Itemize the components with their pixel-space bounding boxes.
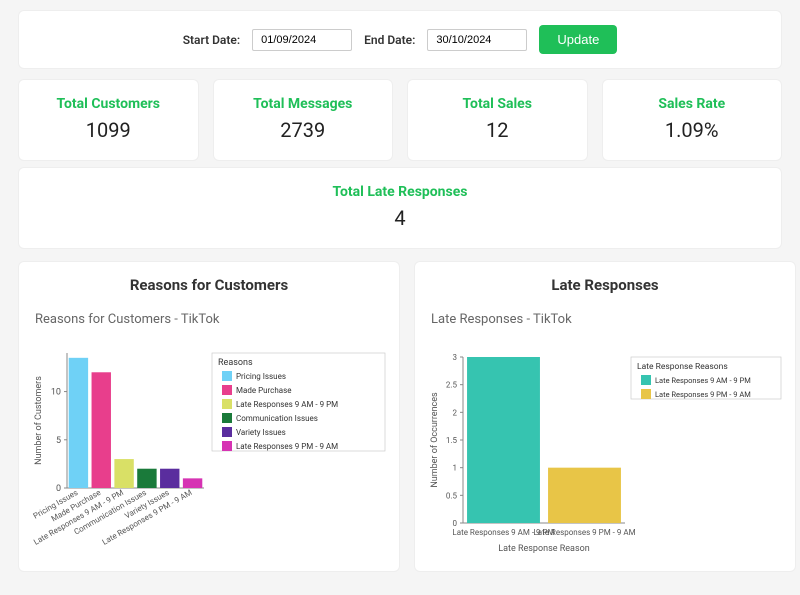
update-button[interactable]: Update — [539, 25, 617, 54]
svg-text:Late Response Reason: Late Response Reason — [498, 544, 589, 554]
stat-card-late: Total Late Responses 4 — [18, 167, 782, 249]
stats-row: Total Customers 1099 Total Messages 2739… — [18, 79, 782, 161]
stat-title: Total Late Responses — [27, 184, 773, 200]
stat-value: 2739 — [222, 118, 385, 142]
end-date-input[interactable] — [427, 29, 527, 51]
svg-text:2: 2 — [453, 408, 458, 417]
svg-text:Made Purchase: Made Purchase — [236, 386, 291, 395]
stat-card-messages: Total Messages 2739 — [213, 79, 394, 161]
svg-text:Late Responses 9 PM - 9 AM: Late Responses 9 PM - 9 AM — [655, 390, 751, 399]
stat-title: Total Messages — [222, 96, 385, 112]
svg-text:0: 0 — [56, 484, 61, 494]
svg-text:Late Responses 9 PM - 9 AM: Late Responses 9 PM - 9 AM — [236, 442, 338, 451]
date-filter-bar: Start Date: End Date: Update — [18, 10, 782, 69]
svg-text:5: 5 — [56, 436, 61, 446]
stat-card-customers: Total Customers 1099 — [18, 79, 199, 161]
charts-row: Reasons for Customers Reasons for Custom… — [18, 261, 782, 572]
chart-title: Reasons for Customers — [29, 276, 389, 294]
stat-value: 12 — [416, 118, 579, 142]
stat-value: 1099 — [27, 118, 190, 142]
svg-text:Late Response Reasons: Late Response Reasons — [637, 362, 728, 372]
svg-text:Late Responses 9 AM - 9 PM: Late Responses 9 AM - 9 PM — [236, 400, 338, 409]
chart-subtitle: Reasons for Customers - TikTok — [29, 312, 389, 327]
stat-card-sales: Total Sales 12 — [407, 79, 588, 161]
svg-text:Late Responses 9 PM - 9 AM: Late Responses 9 PM - 9 AM — [533, 528, 635, 537]
late-chart: 0 0.5 1 1.5 2 2.5 3 Number of Occurrences Late R… — [425, 333, 785, 563]
svg-text:10: 10 — [51, 388, 61, 398]
svg-text:Reasons: Reasons — [218, 358, 253, 368]
svg-text:0.5: 0.5 — [446, 491, 458, 500]
end-date-label: End Date: — [364, 33, 415, 47]
stat-title: Total Customers — [27, 96, 190, 112]
stat-value: 4 — [27, 206, 773, 230]
svg-text:Number of Customers: Number of Customers — [34, 376, 44, 465]
chart-card-reasons: Reasons for Customers Reasons for Custom… — [18, 261, 400, 572]
svg-text:Late Responses 9 AM - 9 PM: Late Responses 9 AM - 9 PM — [655, 376, 751, 385]
chart-title: Late Responses — [425, 276, 785, 294]
svg-text:Communication Issues: Communication Issues — [236, 414, 318, 423]
svg-text:Variety Issues: Variety Issues — [236, 428, 286, 437]
svg-text:1.5: 1.5 — [446, 436, 458, 445]
svg-text:2.5: 2.5 — [446, 381, 458, 390]
reasons-chart: 0 5 10 Number of Customers Pricing Issues Mad… — [29, 333, 389, 563]
chart-subtitle: Late Responses - TikTok — [425, 312, 785, 327]
stat-title: Total Sales — [416, 96, 579, 112]
start-date-input[interactable] — [252, 29, 352, 51]
stat-value: 1.09% — [611, 118, 774, 142]
svg-text:3: 3 — [453, 353, 458, 362]
svg-text:Number of Occurrences: Number of Occurrences — [430, 392, 440, 488]
svg-text:Pricing Issues: Pricing Issues — [236, 372, 286, 381]
stat-card-rate: Sales Rate 1.09% — [602, 79, 783, 161]
stat-title: Sales Rate — [611, 96, 774, 112]
start-date-label: Start Date: — [183, 33, 240, 47]
svg-text:1: 1 — [453, 464, 458, 473]
chart-card-late: Late Responses Late Responses - TikTok 0… — [414, 261, 796, 572]
svg-text:0: 0 — [453, 519, 458, 528]
